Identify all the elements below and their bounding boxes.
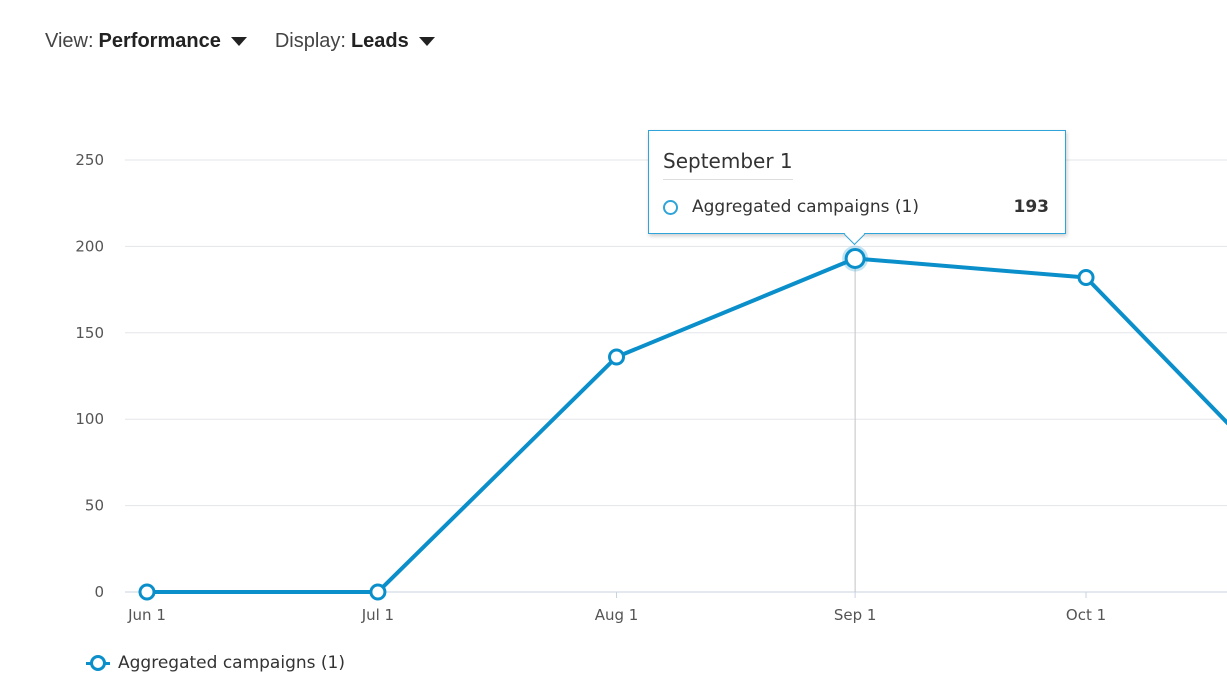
view-dropdown[interactable]: View: Performance — [45, 30, 247, 53]
y-tick-label: 0 — [94, 583, 104, 601]
display-value: Leads — [350, 30, 409, 52]
view-value: Performance — [98, 30, 221, 52]
display-dropdown[interactable]: Display: Leads — [275, 30, 435, 53]
y-tick-label: 150 — [75, 324, 104, 342]
x-tick-label: Aug 1 — [595, 606, 639, 624]
y-tick-label: 250 — [75, 151, 104, 169]
data-point — [844, 247, 866, 269]
data-point — [608, 348, 626, 366]
view-label: View: — [45, 30, 94, 52]
x-tick-label: Oct 1 — [1066, 606, 1106, 624]
data-point — [1077, 269, 1095, 287]
y-tick-label: 200 — [75, 237, 104, 255]
tooltip-value: 193 — [1013, 197, 1050, 217]
tooltip-row: Aggregated campaigns (1) 193 — [663, 197, 1049, 217]
display-label: Display: — [274, 30, 346, 52]
data-point — [369, 583, 387, 601]
x-tick-label: Jun 1 — [127, 606, 166, 624]
data-point — [138, 583, 156, 601]
series-line — [147, 256, 1227, 594]
toolbar: View: Performance Display: Leads — [45, 30, 435, 53]
x-tick-label: Sep 1 — [834, 606, 877, 624]
y-tick-label: 100 — [75, 410, 104, 428]
legend-label: Aggregated campaigns (1) — [118, 653, 345, 673]
legend-item[interactable]: Aggregated campaigns (1) — [86, 653, 345, 673]
series-marker-icon — [663, 199, 678, 215]
chart-tooltip: September 1 Aggregated campaigns (1) 193 — [648, 130, 1066, 246]
y-tick-label: 50 — [85, 497, 104, 515]
x-tick-label: Jul 1 — [361, 606, 394, 624]
caret-down-icon — [230, 37, 247, 46]
tooltip-series: Aggregated campaigns (1) — [692, 197, 919, 217]
legend-marker-icon — [86, 653, 110, 673]
caret-down-icon — [418, 37, 435, 46]
tooltip-title: September 1 — [663, 149, 793, 180]
